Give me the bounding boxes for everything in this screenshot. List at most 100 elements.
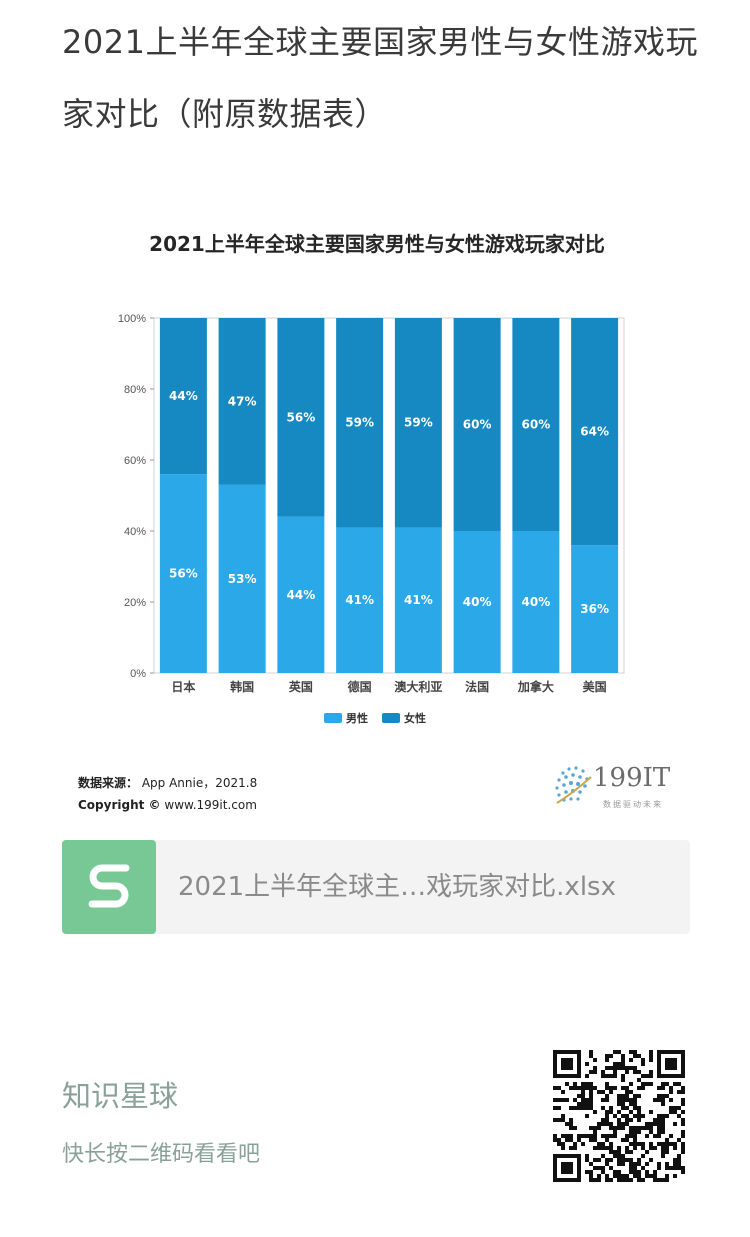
qr-module — [601, 1070, 605, 1074]
qr-module — [589, 1174, 593, 1178]
qr-module — [569, 1126, 573, 1130]
qr-module — [673, 1106, 677, 1110]
qr-module — [593, 1070, 597, 1074]
y-tick-label: 20% — [124, 597, 146, 609]
bar-male — [571, 545, 619, 673]
qr-module — [637, 1130, 641, 1134]
qr-module — [677, 1162, 681, 1166]
qr-module — [609, 1134, 613, 1138]
qr-module — [605, 1086, 609, 1090]
qr-module — [669, 1142, 673, 1146]
qr-module — [681, 1146, 685, 1150]
qr-module — [641, 1058, 645, 1062]
qr-module — [677, 1106, 681, 1110]
data-label: 40% — [463, 595, 492, 609]
y-tick-label: 100% — [118, 313, 146, 325]
qr-module — [593, 1138, 597, 1142]
qr-module — [633, 1070, 637, 1074]
qr-module — [617, 1066, 621, 1070]
y-tick-label: 80% — [124, 384, 146, 396]
attachment-card[interactable]: 2021上半年全球主…戏玩家对比.xlsx — [62, 840, 690, 934]
qr-code[interactable] — [553, 1050, 685, 1182]
qr-module — [561, 1146, 565, 1150]
qr-module — [653, 1118, 657, 1122]
qr-module — [601, 1098, 605, 1102]
qr-module — [677, 1114, 681, 1118]
qr-module — [617, 1050, 621, 1054]
qr-module — [621, 1054, 625, 1058]
qr-module — [621, 1138, 625, 1142]
qr-module — [669, 1106, 673, 1110]
qr-module — [677, 1154, 681, 1158]
qr-module — [661, 1122, 665, 1126]
qr-module — [625, 1146, 629, 1150]
qr-module — [553, 1154, 581, 1158]
qr-module — [625, 1070, 629, 1074]
qr-module — [653, 1178, 657, 1182]
qr-module — [557, 1138, 561, 1142]
qr-module — [613, 1154, 617, 1158]
y-tick-label: 0% — [130, 668, 146, 680]
qr-module — [577, 1094, 581, 1098]
qr-module — [661, 1126, 665, 1130]
qr-module — [665, 1082, 669, 1086]
qr-module — [585, 1074, 589, 1078]
qr-module — [673, 1174, 677, 1178]
qr-module — [665, 1114, 669, 1118]
qr-module — [581, 1082, 585, 1086]
brand-tagline: 数据驱动未来 — [603, 800, 663, 809]
qr-module — [633, 1066, 637, 1070]
qr-module — [673, 1166, 677, 1170]
qr-module — [609, 1126, 613, 1130]
qr-module — [597, 1158, 601, 1162]
qr-module — [657, 1098, 661, 1102]
qr-module — [589, 1054, 593, 1058]
qr-module — [617, 1158, 621, 1162]
qr-module — [589, 1050, 593, 1054]
qr-module — [633, 1054, 637, 1058]
qr-module — [665, 1146, 669, 1150]
x-tick-label: 加拿大 — [517, 679, 554, 694]
qr-module — [649, 1058, 653, 1062]
x-tick-label: 日本 — [171, 679, 195, 694]
qr-module — [553, 1086, 557, 1090]
data-label: 41% — [404, 593, 433, 607]
qr-module — [593, 1110, 597, 1114]
qr-module — [589, 1086, 593, 1090]
qr-module — [673, 1142, 677, 1146]
qr-module — [649, 1050, 653, 1054]
qr-module — [569, 1138, 573, 1142]
bar-female — [218, 318, 266, 485]
qr-module — [633, 1162, 637, 1166]
qr-module — [617, 1174, 621, 1178]
qr-module — [609, 1086, 613, 1090]
qr-module — [649, 1070, 653, 1074]
qr-module — [657, 1118, 661, 1122]
stacked-bar-chart: 0% 20% 40% 60% 80% 100% 56% 44% 日本 53% 47% 韩国 44% 56%… — [118, 313, 625, 725]
qr-module — [601, 1106, 605, 1110]
qr-module — [613, 1074, 617, 1078]
qr-module — [629, 1082, 633, 1086]
qr-module — [633, 1102, 637, 1106]
qr-module — [629, 1134, 633, 1138]
qr-module — [657, 1074, 685, 1078]
data-label: 47% — [228, 394, 257, 408]
qr-module — [569, 1086, 573, 1090]
qr-module — [661, 1082, 665, 1086]
qr-module — [621, 1078, 625, 1082]
qr-module — [561, 1118, 565, 1122]
qr-module — [625, 1086, 629, 1090]
qr-module — [589, 1170, 593, 1174]
qr-module — [593, 1166, 597, 1170]
qr-module — [669, 1134, 673, 1138]
qr-module — [645, 1082, 649, 1086]
qr-module — [629, 1166, 633, 1170]
qr-module — [589, 1162, 593, 1166]
qr-module — [597, 1122, 601, 1126]
qr-module — [645, 1150, 649, 1154]
attachment-file-name[interactable]: 2021上半年全球主…戏玩家对比.xlsx — [178, 872, 616, 902]
qr-module — [597, 1166, 601, 1170]
qr-module — [605, 1146, 609, 1150]
qr-module — [617, 1170, 621, 1174]
qr-module — [609, 1110, 613, 1114]
